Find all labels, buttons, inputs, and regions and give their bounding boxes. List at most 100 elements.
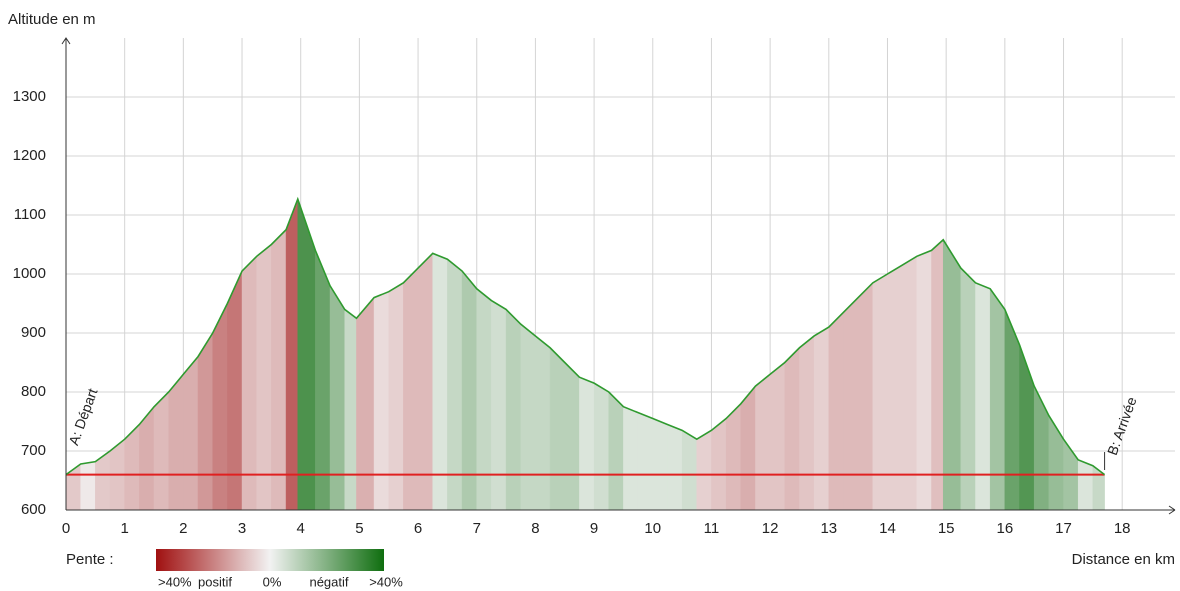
slope-segment: [755, 373, 771, 511]
x-tick-label: 1: [121, 520, 129, 537]
slope-segment: [373, 291, 389, 511]
slope-segment: [843, 296, 859, 511]
slope-segment: [828, 311, 844, 511]
elevation-line: [65, 196, 1106, 476]
y-tick-label: 800: [21, 383, 46, 400]
slope-segment: [256, 243, 272, 511]
slope-segment: [432, 252, 448, 511]
slope-segment: [520, 323, 536, 511]
slope-segment: [887, 264, 903, 511]
slope-segment: [608, 391, 624, 511]
area-fill: [65, 198, 1105, 511]
x-tick-label: 5: [355, 520, 363, 537]
x-tick-label: 6: [414, 520, 422, 537]
x-tick-label: 13: [820, 520, 837, 537]
slope-segment: [212, 303, 228, 511]
slope-segment: [535, 335, 551, 511]
slope-segment: [80, 461, 96, 511]
slope-segment: [916, 250, 932, 511]
x-tick-label: 2: [179, 520, 187, 537]
x-tick-label: 16: [996, 520, 1013, 537]
slope-segment: [857, 282, 874, 511]
slope-segment: [356, 296, 375, 511]
x-tick-label: 3: [238, 520, 246, 537]
y-tick-label: 600: [21, 501, 46, 518]
y-tick-label: 700: [21, 442, 46, 459]
y-tick-label: 1100: [14, 206, 46, 223]
slope-segment: [447, 258, 463, 511]
slope-segment: [593, 382, 610, 511]
slope-segment: [942, 238, 962, 511]
y-tick-label: 1200: [13, 147, 46, 164]
y-tick-label: 1300: [13, 88, 46, 105]
x-axis-arrow: [1168, 505, 1176, 515]
x-tick-label: 12: [762, 520, 779, 537]
legend-gradient: [156, 549, 384, 571]
x-tick-label: 9: [590, 520, 598, 537]
slope-segment: [476, 288, 492, 511]
x-tick-label: 4: [297, 520, 305, 537]
legend-label: 0%: [263, 574, 282, 589]
slope-segment: [271, 229, 287, 511]
slope-segment: [417, 252, 433, 511]
slope-segment: [297, 198, 316, 511]
slope-segment: [784, 347, 800, 511]
annotation: A: Départ: [65, 386, 100, 447]
x-tick-label: 7: [473, 520, 481, 537]
slope-segment: [344, 308, 357, 511]
slope-segment: [241, 255, 257, 511]
slope-segment: [989, 287, 1006, 511]
slope-segment: [740, 385, 756, 511]
annotation: B: Arrivée: [1104, 395, 1140, 458]
x-tick-label: 0: [62, 520, 70, 537]
slope-segment: [549, 347, 566, 511]
y-axis-title: Altitude en m: [8, 11, 96, 28]
slope-segment: [168, 373, 184, 511]
x-tick-label: 14: [879, 520, 896, 537]
x-tick-label: 18: [1114, 520, 1131, 537]
x-tick-label: 11: [704, 520, 720, 537]
legend-label: >40%: [158, 574, 192, 589]
slope-segment: [901, 255, 918, 511]
slope-segment: [975, 282, 991, 511]
y-tick-label: 900: [21, 324, 46, 341]
slope-segment: [769, 361, 786, 511]
slope-segment: [285, 198, 299, 511]
x-tick-label: 10: [644, 520, 661, 537]
slope-segment: [197, 332, 213, 511]
legend-label: positif: [198, 574, 232, 589]
slope-segment: [681, 429, 698, 511]
slope-segment: [667, 424, 683, 511]
slope-segment: [315, 250, 331, 511]
y-tick-label: 1000: [13, 265, 46, 282]
slope-segment: [1077, 459, 1094, 511]
slope-segment: [1048, 414, 1064, 511]
slope-segment: [711, 418, 727, 511]
slope-segment: [799, 335, 815, 511]
x-axis-title: Distance en km: [1072, 551, 1175, 568]
legend-label: négatif: [309, 574, 348, 589]
slope-segment: [505, 308, 521, 511]
slope-segment: [183, 355, 199, 511]
legend-label: >40%: [369, 574, 403, 589]
slope-segment: [579, 376, 595, 511]
slope-segment: [652, 418, 668, 511]
slope-segment: [813, 326, 830, 511]
x-tick-label: 15: [938, 520, 955, 537]
x-tick-label: 8: [531, 520, 539, 537]
legend-title: Pente :: [66, 551, 114, 568]
slope-segment: [329, 284, 345, 511]
slope-segment: [1033, 385, 1050, 511]
slope-segment: [491, 300, 507, 511]
slope-segment: [564, 361, 580, 511]
y-axis-arrow: [61, 37, 71, 45]
x-tick-label: 17: [1055, 520, 1072, 537]
slope-segment: [153, 391, 169, 511]
slope-segment: [725, 403, 742, 511]
slope-segment: [388, 282, 404, 511]
slope-segment: [623, 406, 639, 511]
slope-segment: [1019, 344, 1035, 511]
slope-segment: [696, 429, 712, 511]
slope-segment: [637, 412, 654, 511]
